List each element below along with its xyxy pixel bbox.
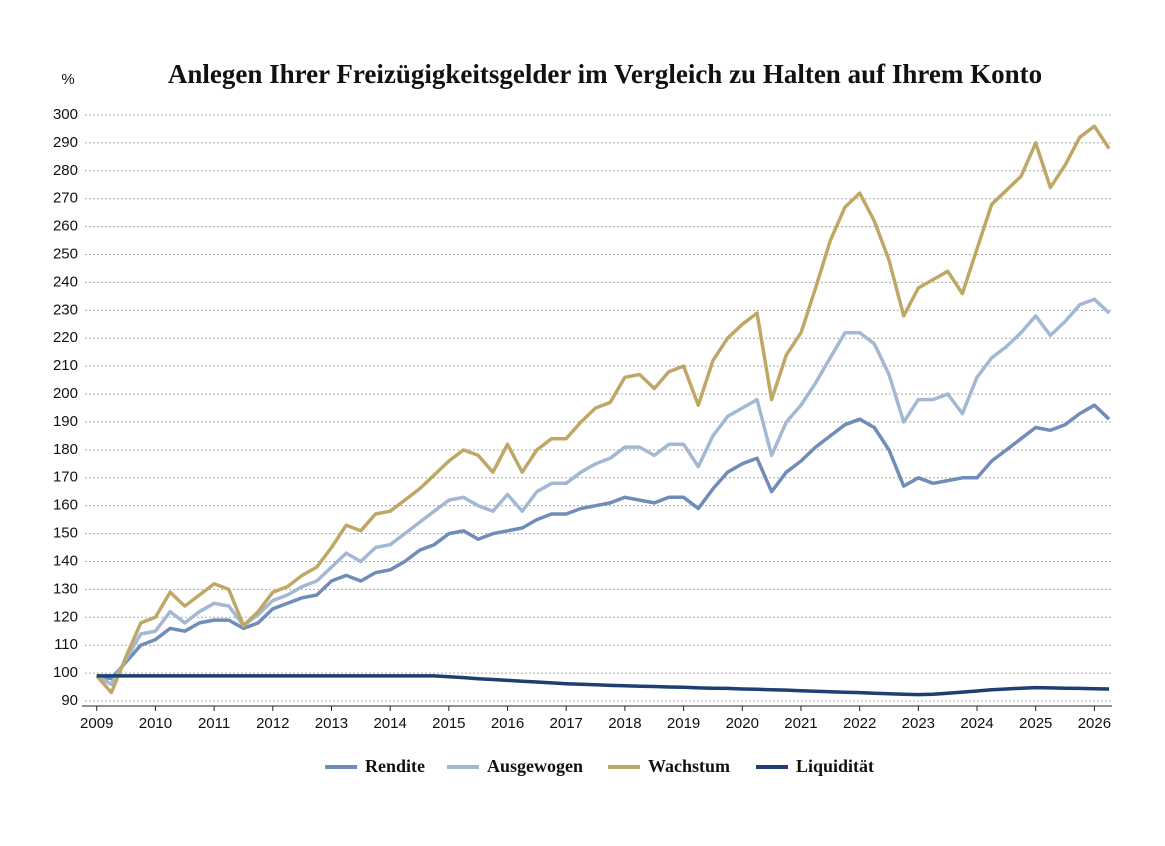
y-axis-label: %: [61, 71, 74, 88]
y-tick-label: 150: [53, 525, 78, 542]
y-tick-label: 260: [53, 218, 78, 235]
x-tick-label: 2018: [608, 715, 641, 732]
x-tick-label: 2011: [198, 715, 230, 732]
x-tick-label: 2024: [960, 715, 993, 732]
y-tick-label: 170: [53, 469, 78, 486]
y-tick-label: 190: [53, 413, 78, 430]
x-tick-label: 2020: [726, 715, 759, 732]
y-tick-label: 110: [54, 636, 78, 653]
series-line: [95, 297, 1111, 687]
x-tick-label: 2021: [784, 715, 817, 732]
legend-label: Ausgewogen: [487, 756, 583, 776]
x-tick-label: 2022: [843, 715, 876, 732]
series-line: [96, 403, 1111, 681]
y-tick-label: 180: [53, 441, 78, 458]
y-tick-label: 200: [53, 385, 78, 402]
x-tick-label: 2019: [667, 715, 700, 732]
x-tick-label: 2013: [315, 715, 348, 732]
x-tick-label: 2016: [491, 715, 524, 732]
x-tick-label: 2017: [550, 715, 583, 732]
y-tick-label: 140: [53, 552, 78, 569]
legend-label: Wachstum: [648, 756, 730, 776]
y-tick-label: 210: [53, 357, 78, 374]
y-tick-label: 160: [53, 497, 78, 514]
x-tick-label: 2023: [902, 715, 935, 732]
y-tick-label: 220: [53, 329, 78, 346]
y-tick-label: 240: [53, 273, 78, 290]
x-tick-label: 2025: [1019, 715, 1052, 732]
y-tick-label: 90: [61, 692, 78, 709]
x-tick-label: 2009: [80, 715, 113, 732]
chart-title: Anlegen Ihrer Freizügigkeitsgelder im Ve…: [168, 59, 1042, 89]
y-tick-label: 250: [53, 245, 78, 262]
x-tick-label: 2010: [139, 715, 172, 732]
legend-label: Liquidität: [796, 756, 874, 776]
y-tick-label: 300: [53, 106, 78, 123]
x-tick-label: 2026: [1078, 715, 1111, 732]
y-tick-label: 100: [53, 664, 78, 681]
y-tick-label: 280: [53, 162, 78, 179]
y-tick-label: 290: [53, 134, 78, 151]
x-tick-label: 2012: [256, 715, 289, 732]
x-tick-label: 2014: [373, 715, 406, 732]
y-tick-label: 130: [53, 580, 78, 597]
x-tick-label: 2015: [432, 715, 465, 732]
y-tick-label: 270: [53, 190, 78, 207]
series-line: [96, 674, 1110, 697]
legend-label: Rendite: [365, 756, 425, 776]
y-tick-label: 230: [53, 301, 78, 318]
series-line: [95, 124, 1111, 695]
y-tick-label: 120: [53, 608, 78, 625]
